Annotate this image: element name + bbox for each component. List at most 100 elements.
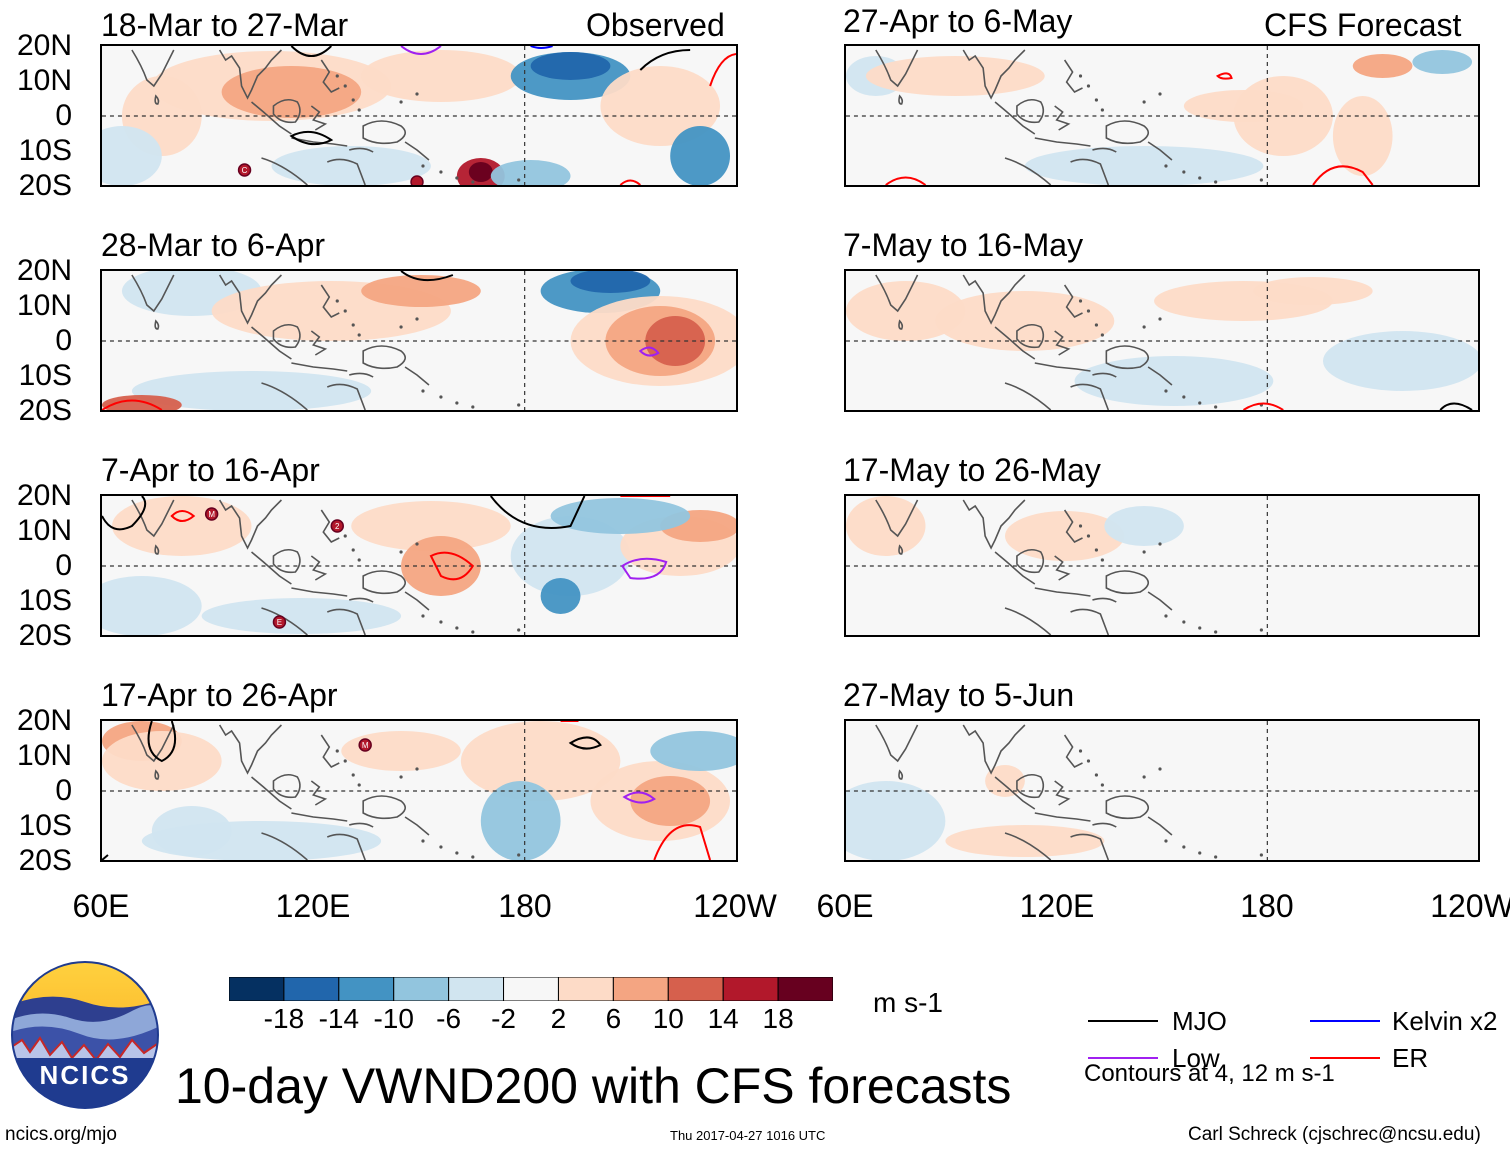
coastline <box>1063 284 1083 319</box>
anomaly-area <box>1024 146 1264 185</box>
storm-marker <box>330 519 344 533</box>
coastline <box>1147 816 1173 836</box>
island <box>357 108 361 112</box>
panel-svg <box>846 721 1478 860</box>
coastline <box>1054 555 1071 581</box>
lon-label: 180 <box>498 888 552 924</box>
anomaly-area <box>131 371 372 410</box>
lon-label: 60E <box>72 888 130 924</box>
anomaly-area <box>1412 50 1473 74</box>
page-title: 10-day VWND200 with CFS forecasts <box>175 1058 1012 1114</box>
coastline <box>251 551 292 585</box>
anomaly-area <box>846 781 946 860</box>
lat-label: 10N <box>16 739 72 772</box>
island <box>1259 178 1263 182</box>
coastline <box>1092 597 1117 603</box>
lon-label: 120W <box>1430 888 1510 924</box>
colorbar-swatch <box>777 976 834 1002</box>
contour-line <box>639 49 691 71</box>
island <box>1259 853 1263 857</box>
coastline <box>131 499 175 538</box>
island <box>1182 845 1186 849</box>
coastline <box>1147 366 1173 386</box>
coastline <box>1034 587 1091 597</box>
footer-url[interactable]: ncics.org/mjo <box>5 1124 117 1145</box>
observed-header: Observed <box>586 7 725 43</box>
coastline <box>1147 141 1173 161</box>
colorbar-swatch <box>557 976 614 1002</box>
lat-label: 20N <box>16 704 72 737</box>
lat-label: 10N <box>16 289 72 322</box>
coastline <box>875 499 919 538</box>
coastline <box>349 597 374 603</box>
colorbar-swatch <box>228 976 285 1002</box>
island <box>1094 323 1099 327</box>
colorbar-swatch <box>503 976 559 1002</box>
coastline <box>898 94 904 105</box>
island <box>357 333 361 337</box>
island <box>1198 626 1202 630</box>
coastline <box>1016 548 1045 574</box>
island <box>357 783 361 787</box>
coastline <box>1070 158 1110 185</box>
panel-svg: M 2 E <box>102 496 736 635</box>
contour-line <box>709 53 736 87</box>
contour-line <box>102 854 109 860</box>
colorbar-label: -18 <box>263 1003 305 1034</box>
coastline <box>1105 120 1150 145</box>
contour-line <box>429 551 475 581</box>
anomaly-area <box>201 598 402 634</box>
island <box>1100 558 1104 562</box>
legend-label-kelvin: Kelvin x2 <box>1392 1006 1498 1036</box>
anomaly-area <box>1352 54 1413 78</box>
anomaly-area <box>570 271 651 293</box>
storm-marker <box>410 175 424 185</box>
coastline <box>994 101 1036 135</box>
island <box>517 853 521 857</box>
island <box>1182 170 1186 174</box>
island <box>1086 84 1091 88</box>
coastline <box>875 724 919 763</box>
island <box>1100 783 1104 787</box>
lat-label: 10S <box>18 134 72 167</box>
island <box>1182 395 1186 399</box>
panel-svg <box>846 496 1478 635</box>
forecast-period-4: 27-May to 5-Jun <box>843 677 1075 713</box>
coastline <box>272 548 301 574</box>
panel-svg <box>846 271 1478 410</box>
island <box>439 395 443 399</box>
coastline <box>291 812 348 822</box>
island <box>421 164 425 168</box>
contour-line <box>653 824 712 860</box>
colorbar-label: 6 <box>605 1003 622 1034</box>
island <box>1259 628 1263 632</box>
island <box>1142 325 1146 329</box>
island <box>1078 74 1083 78</box>
coastline <box>251 776 292 810</box>
forecast-period-3: 17-May to 26-May <box>843 452 1101 488</box>
island <box>1214 180 1218 184</box>
anomaly-area <box>645 316 706 366</box>
island <box>439 620 443 624</box>
contour-line <box>530 46 553 49</box>
island <box>343 534 347 538</box>
coastline <box>310 105 328 131</box>
coastline <box>251 101 292 135</box>
coastline <box>1105 795 1150 820</box>
lat-label: 10N <box>16 64 72 97</box>
lat-label: 10S <box>18 584 72 617</box>
island <box>1142 775 1146 779</box>
lat-label: 20S <box>18 169 72 202</box>
coastline <box>310 555 328 581</box>
contour-line <box>489 496 586 529</box>
forecast-map-panel-2 <box>844 269 1480 412</box>
island <box>421 614 425 618</box>
coastline <box>218 274 282 325</box>
coastline <box>875 49 919 88</box>
contour-line <box>638 346 660 357</box>
island <box>357 558 361 562</box>
forecast-period-2: 7-May to 16-May <box>843 227 1084 263</box>
anomaly-area <box>600 66 721 146</box>
coastline <box>1105 570 1150 595</box>
island <box>415 92 419 96</box>
